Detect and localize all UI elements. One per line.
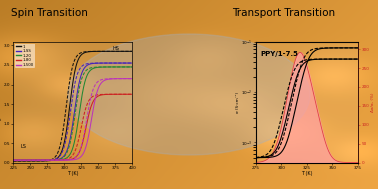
Text: HS: HS [112,46,119,51]
Text: LS: LS [20,144,26,149]
X-axis label: T (K): T (K) [67,171,79,176]
Circle shape [68,34,310,155]
X-axis label: T (K): T (K) [301,171,313,176]
Legend: 1, 1-SS, 1-20, 1-80, 1-500: 1, 1-SS, 1-20, 1-80, 1-500 [15,43,35,68]
Y-axis label: χT (emu mol⁻¹ K): χT (emu mol⁻¹ K) [0,84,2,120]
Text: PPY/1-7.5: PPY/1-7.5 [260,51,298,57]
Text: Spin Transition: Spin Transition [11,8,88,18]
Y-axis label: Δσ/σ₀ (%): Δσ/σ₀ (%) [371,92,375,112]
Text: Transport Transition: Transport Transition [232,8,336,18]
Y-axis label: σ (S·cm⁻¹): σ (S·cm⁻¹) [236,91,240,113]
